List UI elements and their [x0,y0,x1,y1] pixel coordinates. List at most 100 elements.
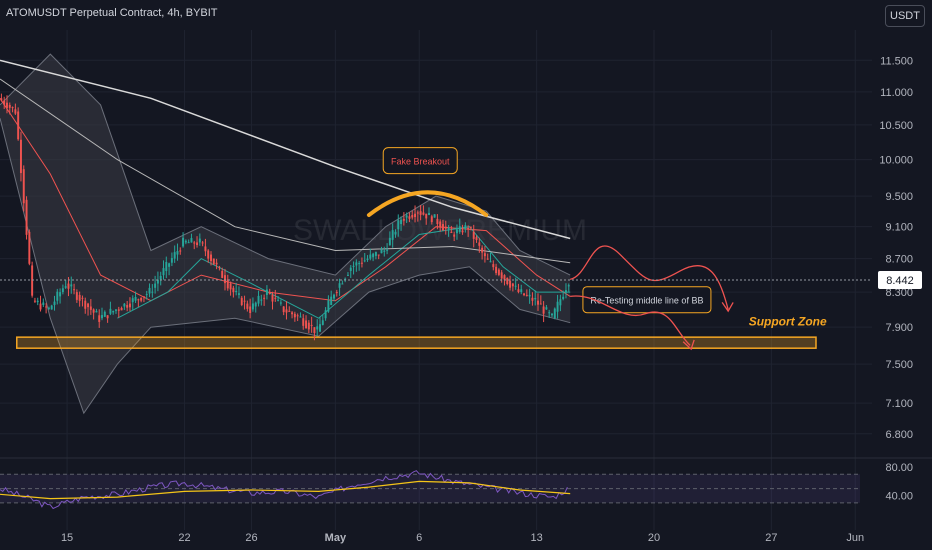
time-axis[interactable]: 15 22 26 May 6 13 20 27 Jun [61,532,864,544]
candle [492,260,495,271]
candle [500,270,503,283]
candle-body [3,100,6,105]
price-tick-label: 11.000 [880,87,913,99]
candle [165,256,168,279]
candle-body [165,261,168,271]
candle [45,303,48,314]
candle [6,95,8,114]
candle [112,310,115,315]
candle [346,272,349,277]
candle [168,262,171,276]
candle [472,224,475,248]
candle [397,214,400,237]
candle [316,319,319,336]
candle-body [464,225,467,230]
candle-body [514,285,517,287]
candle [430,214,433,225]
candle [184,239,187,245]
candle-body [469,226,472,228]
candle-body [562,296,565,299]
candle-body [330,296,333,306]
candle [469,226,472,231]
candle-body [333,294,335,299]
candle [453,231,456,242]
candle-body [414,213,417,218]
projection-arrow-upper [721,302,734,313]
candle [179,247,182,255]
candle [296,313,299,322]
candle [117,306,120,318]
candle [201,240,204,247]
candle-body [531,297,534,301]
rsi-tick-label: 80.00 [885,462,913,474]
candle-body [148,287,151,294]
candle-body [296,315,299,317]
price-tick-label: 8.700 [885,254,913,266]
projection-path-upper [569,245,729,310]
candle-body [128,303,131,308]
candle-body [433,214,436,218]
candle [481,245,484,260]
candle [338,278,341,296]
candle-body [274,297,277,299]
projection-arrow-lower [682,339,695,351]
candle [388,231,391,246]
candle-body [22,169,25,204]
bollinger-middle-line [0,98,571,302]
candle [559,294,562,312]
candle [120,306,123,311]
candle-body [483,253,486,257]
candle [495,263,498,276]
candle [61,284,64,295]
candle [257,290,260,307]
candle-body [145,294,148,296]
candle-body [126,305,129,308]
candle [148,283,151,298]
candle [333,293,335,302]
last-price-label: 8.442 [886,275,914,287]
candle [372,252,375,262]
candle-body [475,237,478,240]
currency-button[interactable]: USDT [885,5,925,27]
candle-body [511,283,514,287]
candle [75,289,78,303]
candle-body [349,267,352,271]
candle-body [288,310,291,312]
candle-body [346,274,349,276]
candle-body [84,300,87,309]
candle-body [436,218,439,225]
fake-breakout-label: Fake Breakout [391,157,450,167]
rsi-ma-line [0,480,571,500]
candle-body [352,265,355,267]
candle [137,298,140,307]
candle [288,306,291,312]
price-axis[interactable]: 11.500 11.000 10.500 10.000 9.500 9.100 8.700 8… [879,55,913,441]
last-price-marker: 8.442 [0,271,922,290]
candle [310,316,313,333]
candle [277,296,280,302]
candle-body [447,227,450,230]
candle-body [374,252,377,256]
candle-body [123,303,126,307]
candle-body [517,289,520,293]
candle [140,297,143,303]
candle [235,282,238,296]
candle [400,216,403,231]
candle [548,309,551,319]
candle [98,309,101,328]
time-tick-label: 13 [530,532,542,544]
candle [151,284,154,298]
candle [352,261,355,275]
candle [428,207,430,216]
candle [369,248,372,261]
candle-body [109,308,112,314]
candle [218,265,221,271]
candle [254,301,257,313]
candle-body [279,302,282,304]
candle [330,290,333,306]
candle [422,205,425,216]
candle [95,308,98,313]
candle-body [542,306,545,314]
candle-body [497,269,500,275]
candle-body [520,289,523,293]
